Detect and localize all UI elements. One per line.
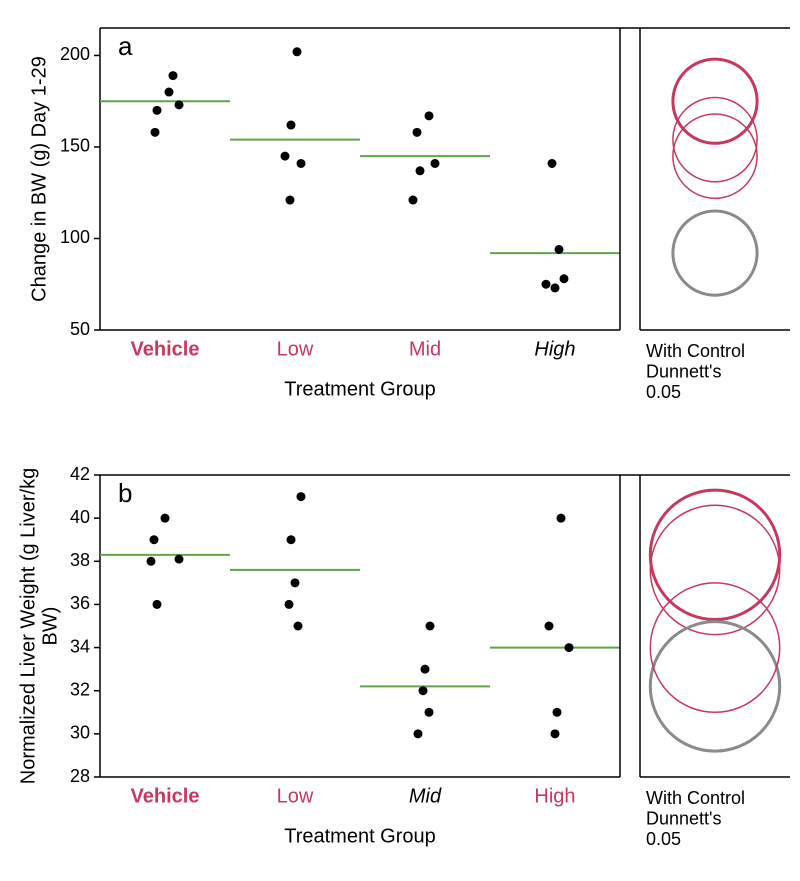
panel-a-point <box>281 152 290 161</box>
panel-b-point <box>153 600 162 609</box>
panel-b-right-caption: With Control <box>646 788 745 808</box>
panel-a-point <box>555 245 564 254</box>
panel-b-point <box>175 555 184 564</box>
panel-b-ytick-label: 34 <box>70 636 90 656</box>
panel-a-group-label-high: High <box>534 339 575 361</box>
panel-b-x-label: Treatment Group <box>284 825 436 847</box>
panel-a-right-caption: Dunnett's <box>646 361 721 381</box>
panel-a-y-label: Change in BW (g) Day 1-29 <box>28 56 50 302</box>
panel-b-right-caption: 0.05 <box>646 829 681 849</box>
panel-a-point <box>413 128 422 137</box>
panel-b-comparison-circle <box>650 583 779 712</box>
panel-b-comparison-circle <box>650 505 779 634</box>
panel-b-ytick-label: 38 <box>70 550 90 570</box>
panel-a-point <box>297 159 306 168</box>
panel-a-ytick-label: 150 <box>60 136 90 156</box>
panel-b-point <box>425 708 434 717</box>
panel-a-ytick-label: 200 <box>60 44 90 64</box>
svg-text:BW): BW) <box>39 607 61 646</box>
panel-b-point <box>419 686 428 695</box>
panel-a-comparison-circle <box>673 59 757 143</box>
panel-b-group-label-low: Low <box>277 786 314 808</box>
panel-a-point <box>169 71 178 80</box>
panel-a-point <box>409 196 418 205</box>
panel-a-point <box>287 121 296 130</box>
panel-b-point <box>557 514 566 523</box>
panel-a-right-caption: 0.05 <box>646 382 681 402</box>
panel-b-point <box>426 622 435 631</box>
panel-a-x-label: Treatment Group <box>284 378 436 400</box>
panel-a-point <box>286 196 295 205</box>
panel-a-point <box>151 128 160 137</box>
panel-a-comparison-circle <box>673 114 757 198</box>
panel-b-point <box>291 578 300 587</box>
panel-a-right-caption: With Control <box>646 341 745 361</box>
panel-b-group-label-vehicle: Vehicle <box>131 786 200 808</box>
panel-b-ytick-label: 42 <box>70 464 90 484</box>
panel-b-point <box>297 492 306 501</box>
panel-b-point <box>553 708 562 717</box>
svg-text:Normalized Liver Weight (g Liv: Normalized Liver Weight (g Liver/kg <box>17 468 39 784</box>
panel-a-point <box>542 280 551 289</box>
panel-a-group-label-vehicle: Vehicle <box>131 339 200 361</box>
panel-a-group-label-mid: Mid <box>409 339 441 361</box>
panel-b-point <box>285 600 294 609</box>
panel-b-point <box>150 535 159 544</box>
panel-b-point <box>414 729 423 738</box>
panel-b-comparison-circle <box>650 622 779 751</box>
panel-b-right-caption: Dunnett's <box>646 808 721 828</box>
panel-a-point <box>153 106 162 115</box>
panel-b-ytick-label: 32 <box>70 679 90 699</box>
panel-b-point <box>147 557 156 566</box>
panel-b-comparison-circles <box>650 490 779 751</box>
panel-b-ytick-label: 36 <box>70 593 90 613</box>
panel-b-comparison-circle <box>650 490 779 619</box>
panel-a-point <box>293 47 302 56</box>
panel-a-comparison-circles <box>673 59 757 295</box>
panel-a-comparison-circle <box>673 211 757 295</box>
panel-b-ytick-label: 40 <box>70 507 90 527</box>
panel-b-point <box>161 514 170 523</box>
figure-svg: 50 100 150 200 Change in BW (g) Day 1-29 Vehi… <box>0 0 800 881</box>
panel-a-point <box>560 274 569 283</box>
panel-a-point <box>431 159 440 168</box>
panel-a-ytick-label: 100 <box>60 227 90 247</box>
panel-a-point <box>551 283 560 292</box>
panel-a-point <box>548 159 557 168</box>
figure-root: 50 100 150 200 Change in BW (g) Day 1-29 Vehi… <box>0 0 800 881</box>
panel-b-ytick-label: 28 <box>70 766 90 786</box>
panel-a-group-label-low: Low <box>277 339 314 361</box>
panel-a-point <box>175 100 184 109</box>
panel-b-point <box>294 622 303 631</box>
panel-b-letter: b <box>118 478 132 508</box>
panel-b-point <box>565 643 574 652</box>
panel-a-ytick-label: 50 <box>70 319 90 339</box>
panel-a-point <box>416 166 425 175</box>
panel-b-group-label-high: High <box>534 786 575 808</box>
panel-b-point <box>421 665 430 674</box>
panel-a-point <box>165 88 174 97</box>
panel-b-ytick-label: 30 <box>70 723 90 743</box>
panel-b-point <box>287 535 296 544</box>
panel-b-y-label: Normalized Liver Weight (g Liver/kgBW) <box>17 468 61 784</box>
panel-a-point <box>425 111 434 120</box>
panel-a-comparison-circle <box>673 98 757 182</box>
panel-b-point <box>551 729 560 738</box>
panel-b-point <box>545 622 554 631</box>
panel-b-group-label-mid: Mid <box>409 786 442 808</box>
panel-a-letter: a <box>118 31 133 61</box>
